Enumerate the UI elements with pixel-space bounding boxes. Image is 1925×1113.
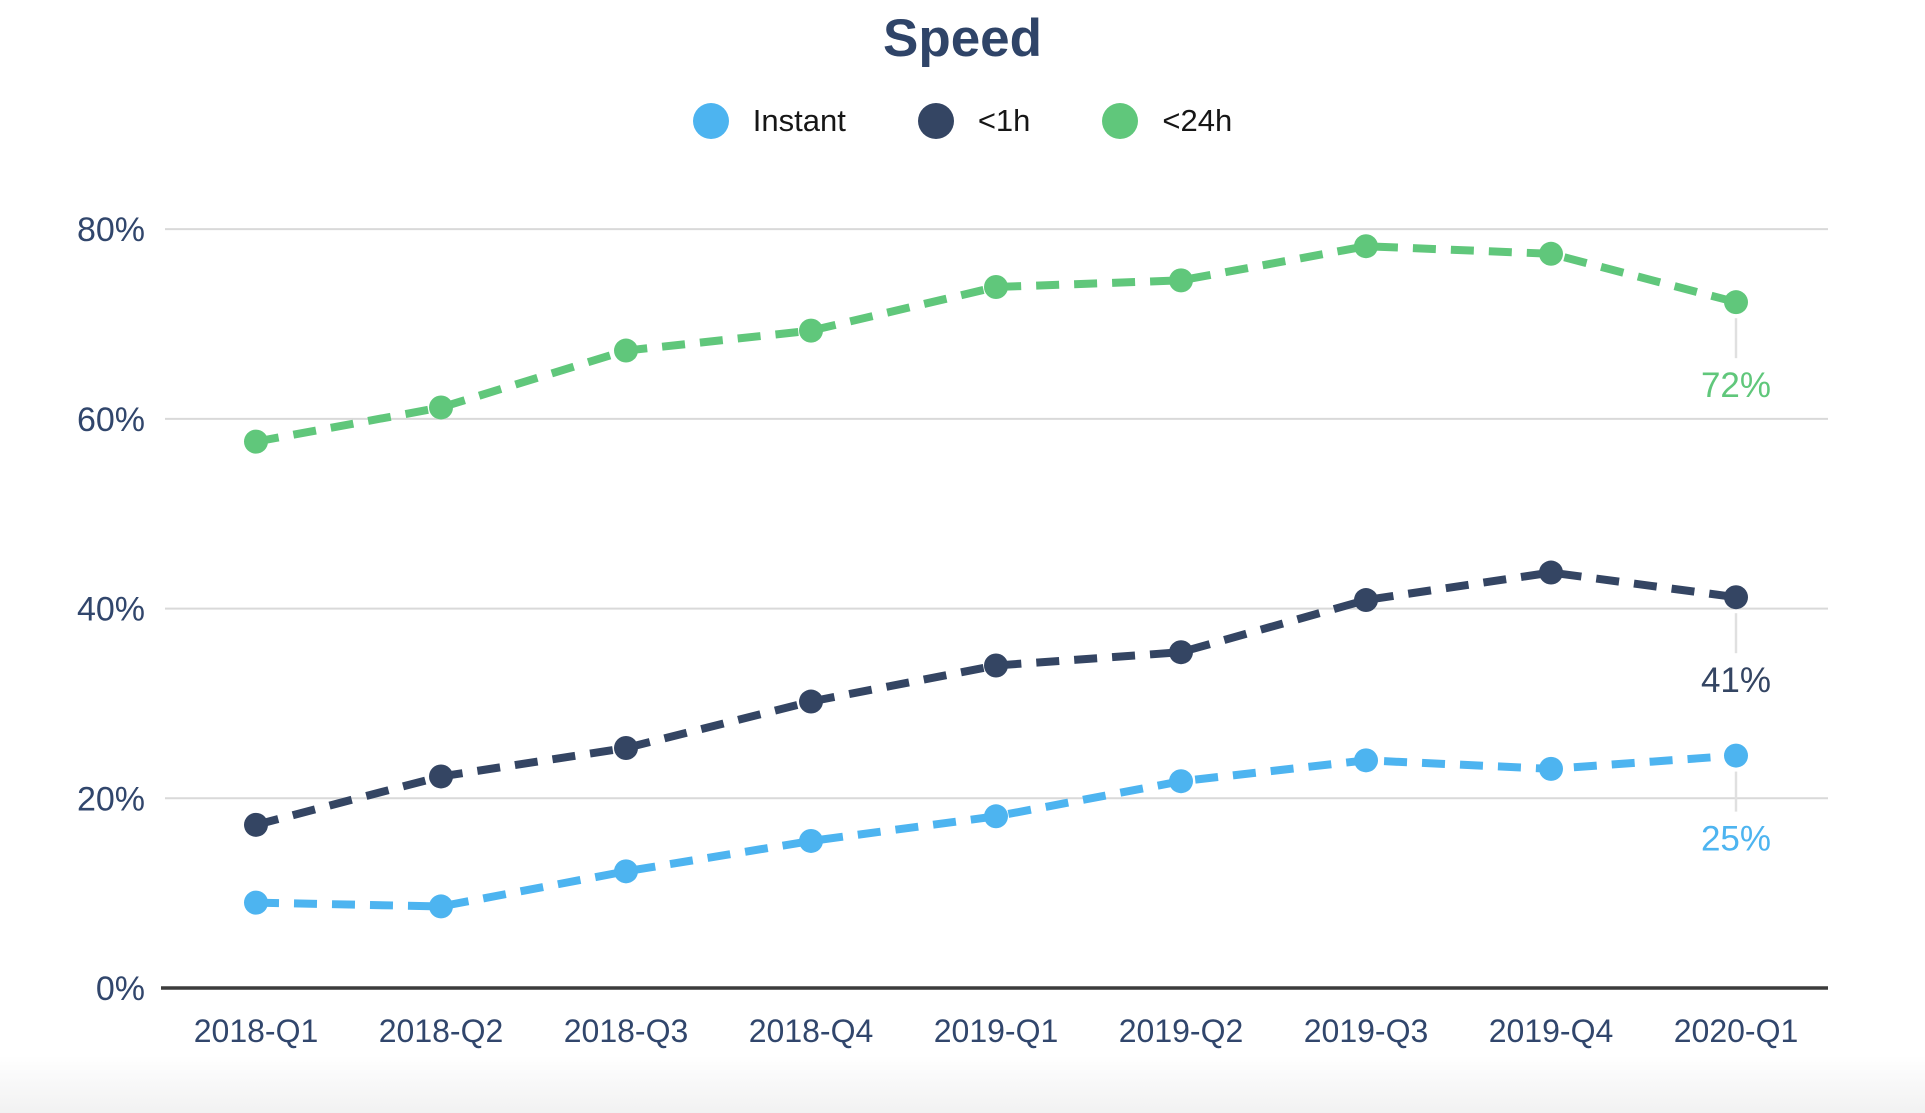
point-1h-2019q3[interactable]: [1354, 588, 1378, 613]
point-24h-2018q2[interactable]: [429, 395, 453, 420]
point-1h-2018q1[interactable]: [244, 812, 268, 837]
point-instant-2019q1[interactable]: [984, 804, 1008, 829]
x-tick-2019q2: 2019-Q2: [1119, 1013, 1244, 1049]
x-tick-2018q2: 2018-Q2: [379, 1013, 504, 1049]
point-instant-2019q2[interactable]: [1169, 769, 1193, 794]
series-line-1h: [254, 568, 1737, 829]
point-1h-2019q2[interactable]: [1169, 640, 1193, 665]
legend-item-lt24h[interactable]: <24h: [1102, 103, 1232, 139]
legend-dot-instant-icon: [692, 103, 729, 139]
point-1h-2019q4[interactable]: [1539, 560, 1563, 585]
y-tick-40: 40%: [77, 591, 145, 629]
x-tick-2018q1: 2018-Q1: [194, 1013, 319, 1049]
point-24h-2020q1[interactable]: [1724, 290, 1748, 315]
x-tick-2019q1: 2019-Q1: [934, 1013, 1059, 1049]
end-label-1h: 41%: [1701, 661, 1771, 700]
point-instant-2018q4[interactable]: [799, 828, 823, 853]
point-24h-2019q3[interactable]: [1354, 234, 1378, 259]
y-tick-80: 80%: [77, 211, 145, 249]
point-1h-2019q1[interactable]: [984, 653, 1008, 678]
x-tick-2018q3: 2018-Q3: [564, 1013, 689, 1049]
point-24h-2018q4[interactable]: [799, 318, 823, 343]
legend-label-lt1h: <1h: [977, 103, 1031, 138]
x-tick-2020q1: 2020-Q1: [1674, 1013, 1799, 1049]
point-instant-2019q4[interactable]: [1539, 756, 1563, 781]
y-tick-60: 60%: [77, 401, 145, 439]
point-1h-2018q2[interactable]: [429, 764, 453, 789]
x-tick-2019q3: 2019-Q3: [1304, 1013, 1429, 1049]
point-instant-2018q1[interactable]: [244, 890, 268, 915]
point-instant-2020q1[interactable]: [1724, 743, 1748, 768]
end-label-instant: 25%: [1701, 820, 1771, 859]
point-instant-2018q3[interactable]: [614, 859, 638, 884]
series-line-24h: [255, 242, 1738, 446]
chart-title: Speed: [882, 9, 1043, 68]
point-24h-2018q3[interactable]: [614, 338, 638, 363]
point-24h-2019q4[interactable]: [1539, 241, 1563, 266]
point-24h-2019q2[interactable]: [1169, 268, 1193, 293]
series-line-instant: [255, 751, 1737, 911]
y-tick-20: 20%: [77, 780, 145, 818]
legend-item-instant[interactable]: Instant: [692, 103, 846, 139]
y-tick-0: 0%: [96, 970, 145, 1008]
legend: Instant <1h <24h: [0, 103, 1925, 139]
legend-item-lt1h[interactable]: <1h: [917, 103, 1031, 139]
point-24h-2018q1[interactable]: [244, 429, 268, 454]
legend-dot-lt24h-icon: [1102, 103, 1139, 139]
point-instant-2019q3[interactable]: [1354, 748, 1378, 773]
point-instant-2018q2[interactable]: [429, 894, 453, 919]
point-1h-2018q3[interactable]: [614, 736, 638, 761]
point-1h-2020q1[interactable]: [1724, 585, 1748, 610]
point-1h-2018q4[interactable]: [799, 689, 823, 714]
legend-label-instant: Instant: [752, 103, 846, 138]
point-24h-2019q1[interactable]: [984, 275, 1008, 300]
end-label-24h: 72%: [1701, 366, 1771, 405]
legend-label-lt24h: <24h: [1162, 103, 1233, 138]
x-tick-2019q4: 2019-Q4: [1489, 1013, 1614, 1049]
x-tick-2018q4: 2018-Q4: [749, 1013, 874, 1049]
legend-dot-lt1h-icon: [917, 103, 954, 139]
